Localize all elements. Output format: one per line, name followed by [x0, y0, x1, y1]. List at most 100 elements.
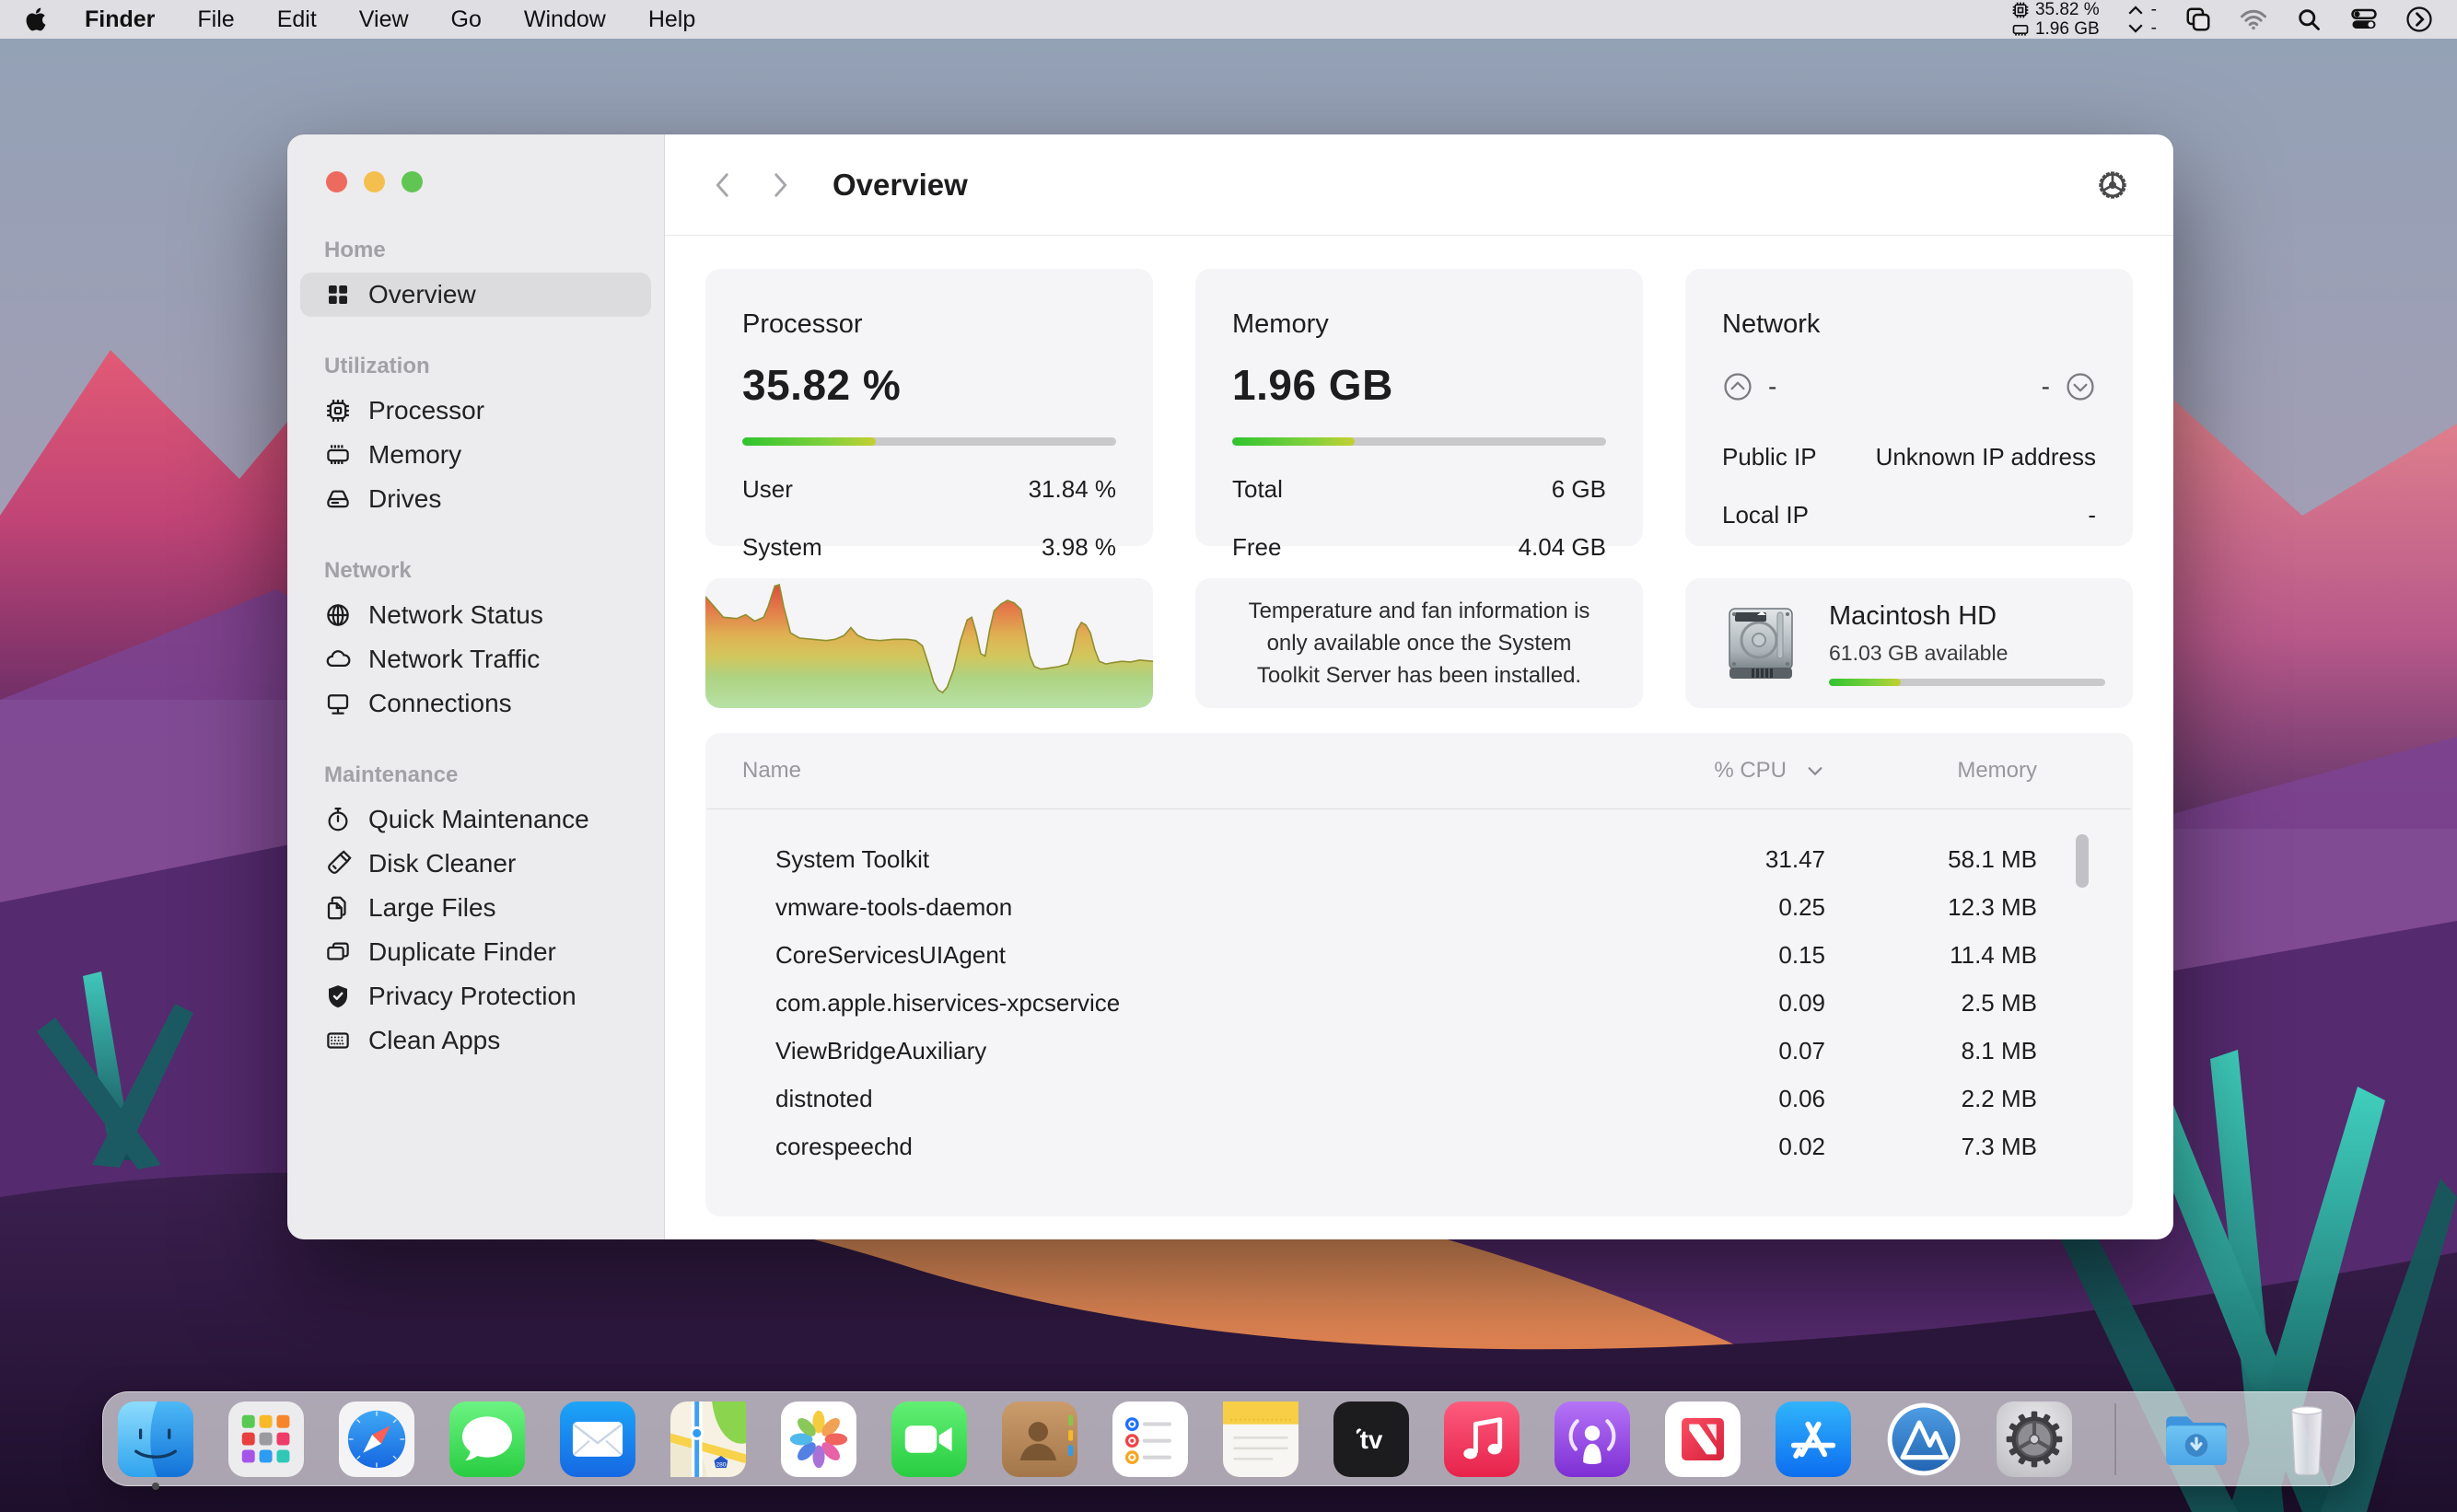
- dock-downloads-folder-icon[interactable]: [2159, 1402, 2234, 1477]
- dock-apple-tv-icon[interactable]: tv: [1333, 1401, 1409, 1477]
- sidebar-item-memory[interactable]: Memory: [300, 433, 651, 477]
- sidebar-item-privacy-protection[interactable]: Privacy Protection: [300, 974, 651, 1018]
- settings-gear-icon[interactable]: [2094, 167, 2131, 204]
- temperature-note-text: Temperature and fan information is only …: [1248, 599, 1590, 688]
- disk-card: Macintosh HD 61.03 GB available: [1685, 578, 2133, 708]
- dock-news-icon[interactable]: [1665, 1401, 1741, 1477]
- svg-text:tv: tv: [1360, 1425, 1383, 1453]
- menu-bar: Finder File Edit View Go Window Help 35.…: [0, 0, 2457, 39]
- dock-system-preferences-icon[interactable]: [1997, 1401, 2072, 1477]
- table-row[interactable]: corespeechd 0.02 7.3 MB: [775, 1132, 2037, 1160]
- column-header-cpu[interactable]: % CPU: [1632, 758, 1825, 784]
- disk-progress-bar: [1829, 678, 2105, 686]
- sidebar-item-large-files[interactable]: Large Files: [300, 886, 651, 930]
- main-content: Overview Processor 35.82 % User 31.84 % S…: [665, 134, 2173, 1239]
- cloud-icon: [326, 650, 351, 667]
- processor-progress-bar: [742, 437, 1116, 446]
- table-row[interactable]: com.apple.hiservices-xpcservice 0.09 2.5 M…: [775, 988, 2037, 1017]
- monitor-icon: [327, 694, 349, 715]
- column-header-memory[interactable]: Memory: [1957, 758, 2037, 783]
- menu-item-edit[interactable]: Edit: [276, 6, 317, 32]
- local-ip-value: -: [2088, 501, 2096, 529]
- close-button[interactable]: [326, 171, 347, 192]
- stacked-windows-icon[interactable]: [2184, 6, 2212, 33]
- sidebar: Home Overview Utilization Processor Memo…: [287, 134, 665, 1239]
- cpu-chip-icon: [2012, 2, 2029, 17]
- table-row[interactable]: distnoted 0.06 2.2 MB: [775, 1084, 2037, 1112]
- dock-maps-icon[interactable]: 280: [670, 1401, 746, 1477]
- sidebar-item-clean-apps[interactable]: Clean Apps: [300, 1018, 651, 1063]
- menu-item-help[interactable]: Help: [647, 6, 696, 32]
- svg-text:280: 280: [716, 1461, 726, 1468]
- up-chevron-icon: [2128, 6, 2143, 15]
- dock-contacts-icon[interactable]: [1002, 1401, 1077, 1477]
- sidebar-item-connections[interactable]: Connections: [300, 681, 651, 726]
- stopwatch-icon: [328, 808, 348, 832]
- network-upload-value: -: [1768, 372, 1777, 401]
- shield-check-icon: [329, 985, 347, 1008]
- sidebar-item-network-status[interactable]: Network Status: [300, 593, 651, 637]
- sidebar-item-disk-cleaner[interactable]: Disk Cleaner: [300, 842, 651, 886]
- dock-photos-icon[interactable]: [781, 1401, 856, 1477]
- dock-mail-icon[interactable]: [560, 1401, 635, 1477]
- dock-launchpad-icon[interactable]: [228, 1401, 304, 1477]
- dock-reminders-icon[interactable]: [1112, 1401, 1188, 1477]
- sidebar-section-network: Network: [324, 558, 412, 583]
- sidebar-item-drives[interactable]: Drives: [300, 477, 651, 521]
- dock-trash-icon[interactable]: [2269, 1402, 2345, 1477]
- table-row[interactable]: System Toolkit 31.47 58.1 MB: [775, 844, 2037, 873]
- menu-item-window[interactable]: Window: [523, 6, 606, 32]
- system-stats-menu-extra[interactable]: 35.82 % 1.96 GB: [2011, 0, 2100, 39]
- dock-system-toolkit-icon[interactable]: [1886, 1402, 1962, 1477]
- zoom-button[interactable]: [402, 171, 423, 192]
- sidebar-item-processor[interactable]: Processor: [300, 389, 651, 433]
- table-scrollbar[interactable]: [2076, 834, 2089, 888]
- back-button[interactable]: [707, 169, 739, 201]
- network-card-title: Network: [1722, 309, 1821, 339]
- down-chevron-icon: [2128, 24, 2143, 33]
- network-speed-menu-extra[interactable]: - -: [2127, 1, 2157, 38]
- table-row[interactable]: CoreServicesUIAgent 0.15 11.4 MB: [775, 940, 2037, 969]
- sidebar-item-quick-maintenance[interactable]: Quick Maintenance: [300, 797, 651, 842]
- dock-safari-icon[interactable]: [339, 1401, 414, 1477]
- circle-chevron-icon[interactable]: [2405, 6, 2433, 33]
- dock-notes-icon[interactable]: [1223, 1401, 1298, 1477]
- column-header-name[interactable]: Name: [742, 758, 802, 783]
- table-row[interactable]: ViewBridgeAuxiliary 0.07 8.1 MB: [775, 1036, 2037, 1064]
- sidebar-item-network-traffic[interactable]: Network Traffic: [300, 637, 651, 681]
- processor-value: 35.82 %: [742, 361, 902, 409]
- forward-button[interactable]: [764, 169, 796, 201]
- control-center-icon[interactable]: [2350, 6, 2378, 33]
- sidebar-item-duplicate-finder[interactable]: Duplicate Finder: [300, 930, 651, 974]
- search-icon[interactable]: [2295, 6, 2323, 33]
- minimize-button[interactable]: [364, 171, 385, 192]
- apple-menu-icon[interactable]: [24, 6, 48, 33]
- dock-podcasts-icon[interactable]: [1555, 1401, 1630, 1477]
- menu-item-file[interactable]: File: [197, 6, 235, 32]
- system-toolkit-window: Home Overview Utilization Processor Memo…: [287, 134, 2173, 1239]
- drive-icon: [327, 490, 349, 508]
- copy-icon: [327, 942, 349, 960]
- sidebar-item-overview[interactable]: Overview: [300, 273, 651, 317]
- wifi-icon[interactable]: [2240, 6, 2267, 33]
- dock-app-store-icon[interactable]: [1776, 1401, 1851, 1477]
- dock-finder-icon[interactable]: [118, 1401, 193, 1490]
- dock-facetime-icon[interactable]: [891, 1401, 967, 1477]
- dock-music-icon[interactable]: [1444, 1401, 1520, 1477]
- sort-chevron-down-icon: [1808, 767, 1822, 776]
- sidebar-section-utilization: Utilization: [324, 354, 430, 378]
- hard-drive-icon: [1729, 607, 1793, 679]
- menu-item-app[interactable]: Finder: [85, 6, 156, 32]
- disk-name: Macintosh HD: [1829, 600, 1997, 631]
- menu-item-go[interactable]: Go: [450, 6, 482, 32]
- memory-value: 1.96 GB: [1232, 361, 1393, 409]
- table-row[interactable]: vmware-tools-daemon 0.25 12.3 MB: [775, 892, 2037, 921]
- memory-progress-bar: [1232, 437, 1606, 446]
- menu-item-view[interactable]: View: [358, 6, 409, 32]
- paintbrush-icon: [328, 850, 352, 874]
- documents-icon: [327, 896, 346, 920]
- cpu-chip-icon: [327, 400, 349, 422]
- dock-messages-icon[interactable]: [449, 1401, 525, 1477]
- processor-user-label: User: [742, 475, 793, 503]
- process-table-card: Name % CPU Memory System Toolkit 31.47 58.…: [705, 733, 2133, 1216]
